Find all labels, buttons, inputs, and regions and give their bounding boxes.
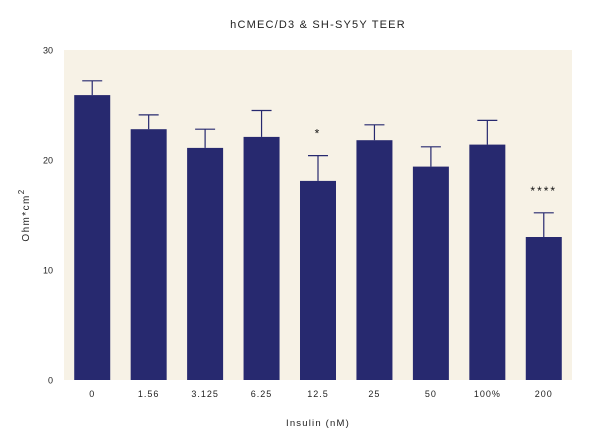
- bar: [130, 129, 167, 380]
- bar: [469, 144, 506, 380]
- y-axis-label-superscript: 2: [17, 188, 26, 194]
- y-tick-label: 30: [43, 46, 53, 56]
- x-tick-label: 6.25: [251, 389, 273, 399]
- significance-annotation: ****: [530, 184, 557, 198]
- chart-title: hCMEC/D3 & SH-SY5Y TEER: [230, 19, 406, 31]
- x-tick-label: 100%: [474, 389, 501, 399]
- bar: [525, 237, 562, 380]
- bar: [187, 147, 224, 380]
- bar: [356, 140, 393, 380]
- y-tick-label: 20: [43, 156, 53, 166]
- x-tick-label: 3.125: [191, 389, 219, 399]
- x-tick-label: 200: [535, 389, 553, 399]
- x-tick-label: 1.56: [138, 389, 160, 399]
- y-axis-ticks: 0 10 20 30: [43, 46, 53, 386]
- bar: [300, 180, 336, 380]
- y-tick-label: 0: [48, 376, 53, 386]
- bar: [74, 95, 111, 380]
- bar: [412, 166, 449, 380]
- x-axis-ticks: 0 1.56 3.125 6.25 12.5 25 50 100% 200: [89, 389, 553, 399]
- bars-group: *****: [74, 80, 562, 380]
- y-axis-label: Ohm*cm2: [17, 188, 32, 241]
- bar: [243, 136, 280, 380]
- significance-annotation: *: [315, 127, 322, 141]
- y-axis-label-text: Ohm*cm: [21, 194, 32, 241]
- y-tick-label: 10: [43, 266, 53, 276]
- x-tick-label: 0: [89, 389, 95, 399]
- x-tick-label: 50: [425, 389, 437, 399]
- x-axis-label: Insulin (nM): [286, 418, 350, 429]
- y-axis-label-group: Ohm*cm2: [17, 188, 32, 241]
- x-tick-label: 12.5: [307, 389, 329, 399]
- x-tick-label: 25: [368, 389, 380, 399]
